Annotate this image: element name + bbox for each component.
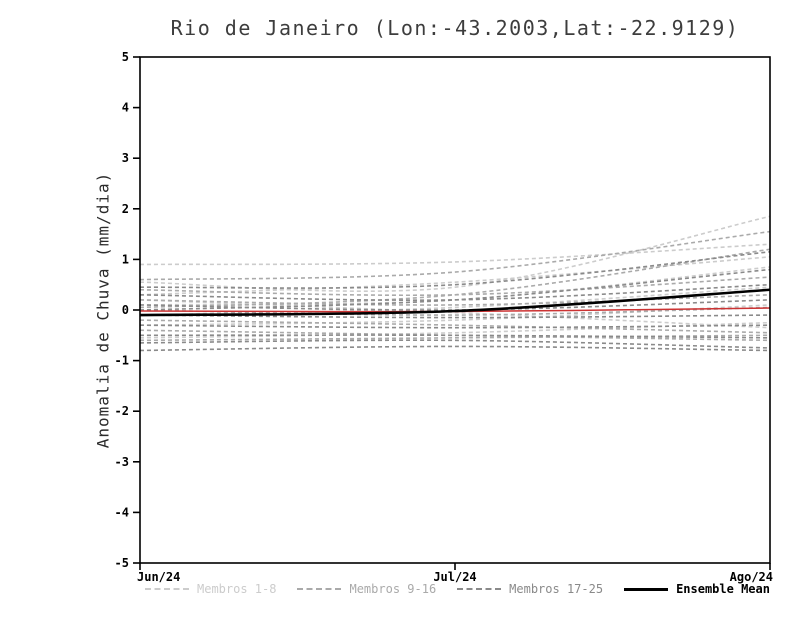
y-tick-label: 1 — [122, 252, 129, 266]
x-tick-label: Ago/24 — [730, 570, 773, 584]
legend-item-ensemble-mean: Ensemble Mean — [624, 582, 770, 596]
x-tick-label: Jun/24 — [137, 570, 180, 584]
member-line — [139, 334, 771, 342]
legend-item-membros-17-25: Membros 17-25 — [457, 582, 603, 596]
chart-title: Rio de Janeiro (Lon:-43.2003,Lat:-22.912… — [170, 16, 740, 40]
member-line — [139, 251, 771, 289]
legend-label-membros-17-25: Membros 17-25 — [509, 582, 604, 596]
y-tick-label: -4 — [115, 505, 129, 519]
member-line — [139, 299, 771, 329]
legend-swatch-membros-1-8 — [145, 588, 189, 590]
legend-swatch-membros-17-25 — [457, 588, 502, 590]
y-tick-label: -5 — [115, 556, 129, 570]
member-line — [139, 243, 771, 266]
y-tick-label: -3 — [115, 455, 129, 469]
member-line — [139, 276, 771, 297]
legend-swatch-ensemble-mean — [624, 587, 669, 591]
legend-label-membros-9-16: Membros 9-16 — [349, 582, 437, 596]
legend-item-membros-9-16: Membros 9-16 — [297, 582, 436, 596]
member-line — [139, 286, 771, 316]
legend-swatch-membros-9-16 — [297, 588, 342, 590]
member-line — [139, 314, 771, 319]
member-line — [139, 339, 771, 349]
member-line — [139, 319, 771, 334]
member-line — [139, 268, 771, 311]
member-line — [139, 324, 771, 329]
y-tick-label: 5 — [122, 50, 129, 64]
member-line — [139, 306, 771, 316]
legend-label-membros-1-8: Membros 1-8 — [197, 582, 277, 596]
member-line — [139, 294, 771, 306]
member-line — [139, 334, 771, 339]
member-line — [139, 230, 771, 281]
legend-label-ensemble-mean: Ensemble Mean — [676, 582, 770, 596]
ensemble-mean-line — [139, 288, 771, 317]
member-line — [139, 345, 771, 352]
chart-legend: Membros 1-8 Membros 9-16 Membros 17-25 E… — [145, 582, 770, 596]
member-line — [139, 215, 771, 292]
y-tick-label: -2 — [115, 404, 129, 418]
legend-item-membros-1-8: Membros 1-8 — [145, 582, 276, 596]
y-tick-label: 2 — [122, 202, 129, 216]
y-tick-label: 0 — [122, 303, 129, 317]
y-tick-label: 4 — [122, 101, 129, 115]
y-tick-label: -1 — [115, 354, 129, 368]
member-line — [139, 256, 771, 296]
x-tick-label: Jul/24 — [433, 570, 476, 584]
y-tick-label: 3 — [122, 151, 129, 165]
